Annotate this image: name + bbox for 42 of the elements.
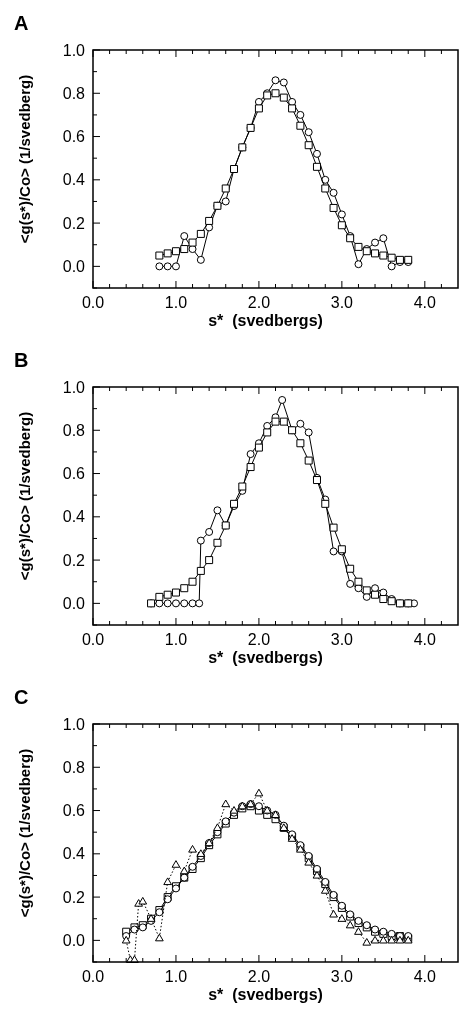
x-tick-label: 3.0: [330, 968, 354, 985]
chart-title: B: [14, 349, 29, 371]
x-tick-label: 0.0: [81, 631, 105, 648]
y-tick-label: 0.2: [62, 888, 86, 906]
y-tick-label: 0.4: [62, 171, 86, 189]
y-tick-label: 1.0: [62, 715, 86, 733]
x-tick-label: 1.0: [164, 631, 188, 648]
y-tick-label: 0.6: [62, 128, 86, 146]
y-tick-label: 0.8: [62, 758, 86, 776]
x-tick-label: 2.0: [247, 968, 271, 985]
x-tick-label: 0.0: [81, 294, 105, 311]
y-tick-label: 0.8: [62, 421, 86, 439]
y-tick-label: 0.0: [62, 931, 86, 949]
x-tick-label: 4.0: [413, 631, 437, 648]
y-tick-label: 0.6: [62, 465, 86, 483]
x-tick-label: 1.0: [164, 968, 188, 985]
y-tick-label: 1.0: [62, 378, 86, 396]
chart-title: A: [14, 12, 29, 34]
y-tick-label: 0.4: [62, 508, 86, 526]
x-tick-label: 4.0: [413, 968, 437, 985]
y-axis-title: <g(s*)/Co> (1/svedberg): [16, 74, 33, 244]
x-tick-label: 3.0: [330, 294, 354, 311]
y-axis-title: <g(s*)/Co> (1/svedberg): [16, 411, 33, 581]
y-tick-label: 0.0: [62, 594, 86, 612]
x-axis-title: s* (svedbergs): [208, 986, 323, 1003]
y-tick-label: 0.4: [62, 845, 86, 863]
x-tick-label: 1.0: [164, 294, 188, 311]
x-tick-label: 0.0: [81, 968, 105, 985]
x-tick-label: 3.0: [330, 631, 354, 648]
x-axis-title: s* (svedbergs): [208, 649, 323, 666]
y-tick-label: 0.6: [62, 802, 86, 820]
y-tick-label: 1.0: [62, 41, 86, 59]
chart-title: C: [14, 686, 29, 708]
y-axis-title: <g(s*)/Co> (1/svedberg): [16, 748, 33, 918]
y-tick-label: 0.2: [62, 551, 86, 569]
x-axis-title: s* (svedbergs): [208, 312, 323, 329]
y-tick-label: 0.2: [62, 214, 86, 232]
y-tick-label: 0.0: [62, 257, 86, 275]
x-tick-label: 4.0: [413, 294, 437, 311]
y-tick-label: 0.8: [62, 84, 86, 102]
x-tick-label: 2.0: [247, 294, 271, 311]
x-tick-label: 2.0: [247, 631, 271, 648]
